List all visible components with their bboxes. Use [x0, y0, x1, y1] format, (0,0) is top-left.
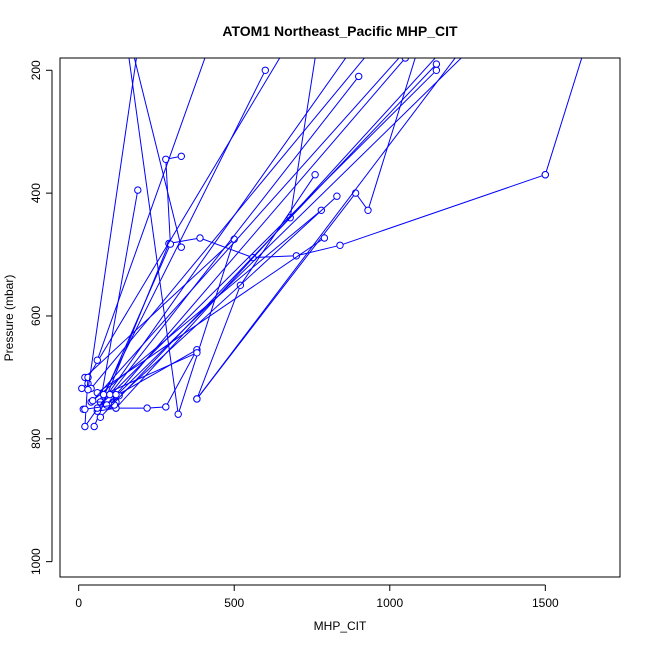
chart-title: ATOM1 Northeast_Pacific MHP_CIT: [222, 23, 458, 39]
x-tick-label: 0: [75, 596, 82, 610]
data-point: [177, 152, 186, 161]
series-19: [103, 58, 462, 409]
series-6: [193, 58, 416, 403]
data-point: [292, 252, 301, 260]
data-point: [103, 401, 111, 409]
series-18: [89, 58, 400, 405]
plot-frame: [59, 57, 621, 578]
series-line: [109, 195, 338, 406]
y-tick-label: 800: [29, 428, 43, 448]
series-10: [93, 234, 329, 399]
y-axis: 200 400 600 800 1000: [29, 60, 53, 575]
series-8: [106, 192, 341, 409]
data-point: [355, 72, 363, 81]
data-point: [96, 413, 105, 421]
data-series: [78, 58, 583, 431]
series-line: [109, 76, 360, 395]
series-line: [96, 155, 199, 412]
x-axis-label: MHP_CIT: [314, 619, 367, 633]
series-16: [93, 66, 441, 412]
data-point: [432, 60, 441, 68]
series-line: [81, 58, 236, 415]
data-point: [196, 234, 204, 242]
data-point: [106, 390, 114, 399]
data-point: [81, 422, 89, 431]
data-point: [143, 404, 151, 412]
data-point: [174, 410, 182, 418]
y-tick-label: 400: [29, 183, 43, 203]
series-11: [99, 66, 269, 399]
data-point: [541, 171, 549, 179]
data-point: [78, 384, 86, 393]
x-tick-label: 500: [224, 596, 244, 610]
series-line: [196, 58, 456, 400]
series-line: [544, 58, 583, 175]
x-axis: 0 500 1000 1500: [75, 584, 559, 610]
data-point: [320, 234, 329, 242]
series-line: [100, 63, 437, 418]
series-21: [79, 401, 119, 413]
data-point: [89, 397, 97, 405]
data-point: [401, 58, 409, 62]
data-point: [110, 401, 119, 409]
series-line: [96, 58, 206, 361]
series-22: [84, 58, 137, 394]
data-point: [177, 243, 186, 251]
series-2: [541, 58, 583, 179]
data-point: [432, 66, 441, 75]
y-tick-label: 200: [29, 60, 43, 80]
series-line: [106, 58, 462, 406]
series-line: [87, 58, 137, 390]
y-tick-label: 1000: [29, 548, 43, 575]
series-20: [112, 58, 409, 399]
series-12: [93, 58, 206, 364]
data-point: [90, 422, 98, 431]
data-point: [261, 66, 269, 75]
data-point: [162, 403, 170, 411]
data-point: [193, 395, 201, 403]
data-point: [311, 171, 319, 179]
data-point: [99, 390, 108, 399]
series-23: [96, 60, 441, 421]
series-line: [90, 58, 366, 389]
x-tick-label: 1000: [376, 596, 403, 610]
x-tick-label: 1500: [532, 596, 559, 610]
data-point: [93, 356, 102, 364]
series-line: [115, 58, 406, 395]
data-point: [84, 386, 92, 394]
series-line: [92, 58, 400, 402]
data-point: [364, 206, 372, 215]
y-tick-label: 600: [29, 306, 43, 326]
data-point: [81, 405, 89, 413]
data-point: [134, 186, 142, 194]
series-14: [193, 58, 456, 403]
y-axis-label: Pressure (mbar): [2, 275, 16, 362]
data-point: [336, 241, 344, 250]
data-point: [193, 349, 201, 357]
series-line: [96, 69, 437, 409]
data-point: [112, 390, 120, 399]
data-point: [333, 192, 341, 200]
